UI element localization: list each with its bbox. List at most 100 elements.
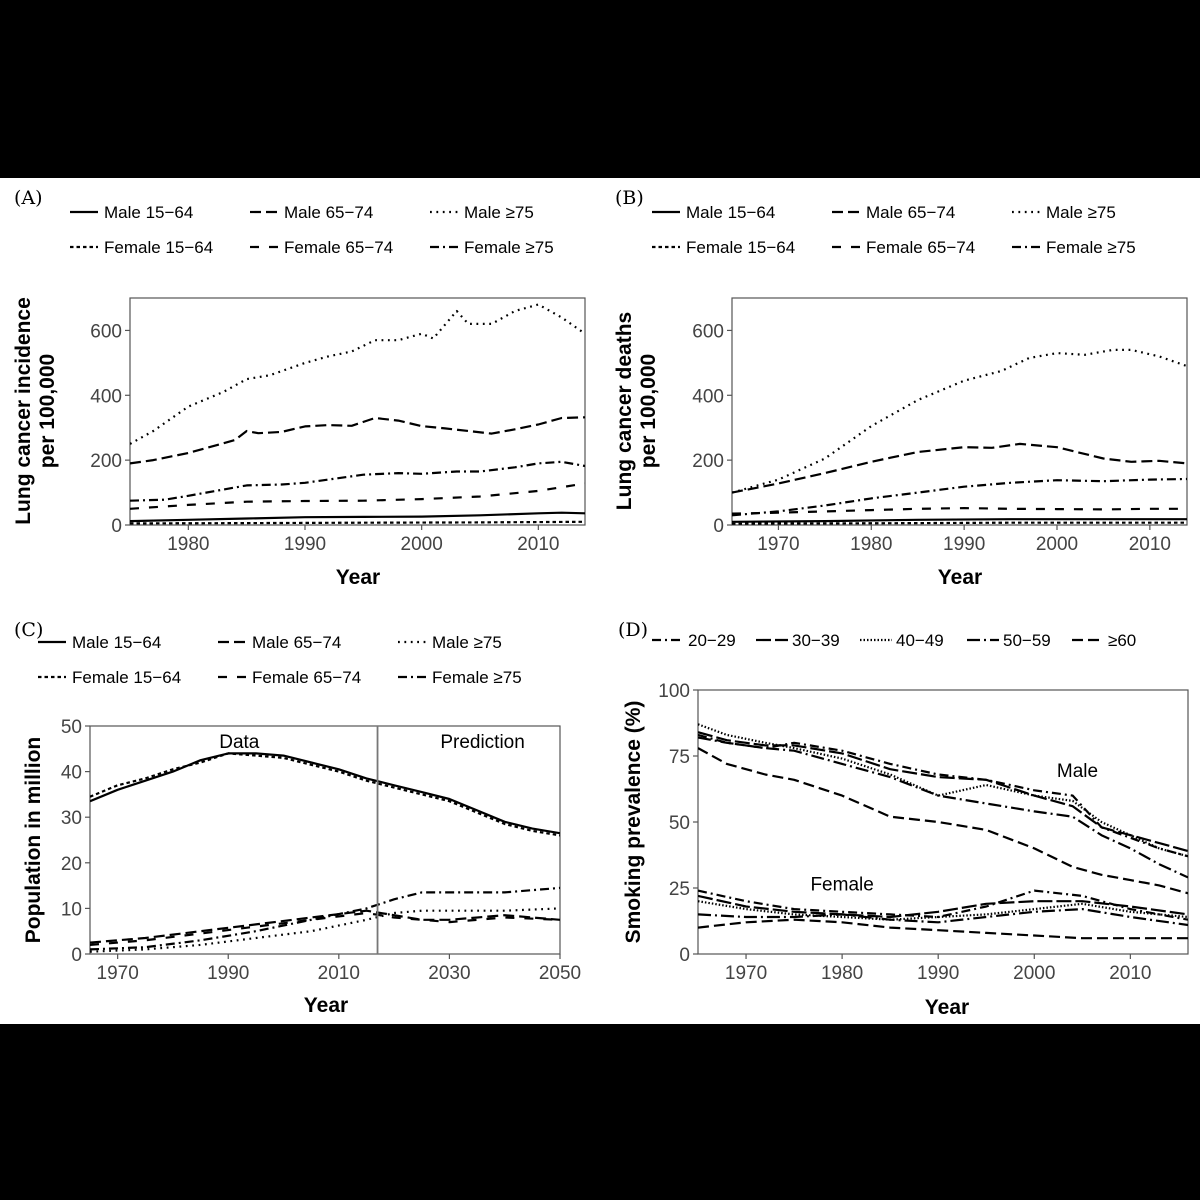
legend-item: Male 65−74: [832, 203, 955, 222]
y-tick-label: 200: [90, 451, 122, 472]
legend-item: Female ≥75: [398, 668, 522, 687]
legend-item: Male ≥75: [430, 203, 534, 222]
legend-label: Female 15−64: [72, 668, 181, 687]
figure-canvas: (A) Male 15−64 Male 65−74 Male ≥75 Female 15…: [0, 178, 1200, 1024]
series-line: [90, 752, 560, 835]
y-tick-label: 10: [61, 899, 82, 920]
plot-area: [89, 725, 561, 955]
x-tick-label: 1970: [725, 963, 767, 984]
legend-item: Female ≥75: [430, 238, 554, 257]
y-tick-label: 25: [669, 879, 690, 900]
legend-item: Male 65−74: [250, 203, 373, 222]
x-tick-label: 1990: [207, 963, 249, 984]
legend-label: Male 65−74: [284, 203, 373, 222]
x-tick-label: 1980: [821, 963, 863, 984]
x-tick-label: 2010: [1129, 534, 1171, 555]
y-axis-label: Population in million: [22, 737, 45, 943]
legend-item: Female 65−74: [832, 238, 975, 257]
legend-label: Male ≥75: [432, 633, 502, 652]
y-tick-label: 20: [61, 854, 82, 875]
x-tick-label: 2010: [318, 963, 360, 984]
y-tick-label: 75: [669, 747, 690, 768]
series-line: [698, 747, 1188, 895]
legend-item: Male 65−74: [218, 633, 341, 652]
x-tick-label: 1970: [757, 534, 799, 555]
x-tick-label: 2010: [517, 534, 559, 555]
legend-label: Female 15−64: [686, 238, 795, 257]
panel-label: (B): [615, 187, 644, 209]
legend-label: Male 65−74: [866, 203, 955, 222]
legend-label: Male ≥75: [1046, 203, 1116, 222]
y-tick-label: 0: [713, 516, 724, 537]
legend-item: Female 15−64: [38, 668, 181, 687]
x-axis-label: Year: [925, 996, 969, 1019]
series-line: [90, 886, 560, 951]
legend-item: Female 15−64: [652, 238, 795, 257]
x-tick-label: 1970: [97, 963, 139, 984]
panel-d: (D) 20−29 30−39 40−49 50−59 ≥60 1970 1980 1990 20…: [618, 619, 1189, 1019]
series-line: [698, 723, 1188, 858]
series-line: [130, 482, 585, 510]
series-line: [698, 894, 1188, 919]
legend-label: 50−59: [1003, 631, 1051, 650]
x-tick-label: 2000: [1013, 963, 1055, 984]
legend-item: Male 15−64: [38, 633, 161, 652]
y-tick-label: 0: [679, 945, 690, 966]
legend-item: Male ≥75: [398, 633, 502, 652]
x-tick-label: 1990: [284, 534, 326, 555]
series-line: [698, 889, 1188, 921]
legend-item: Female ≥75: [1012, 238, 1136, 257]
series-group: [90, 752, 560, 953]
legend-item: 40−49: [860, 631, 944, 650]
series-line: [90, 752, 560, 837]
series-line: [698, 736, 1188, 879]
series-line: [732, 518, 1187, 523]
x-tick-label: 1980: [850, 534, 892, 555]
y-tick-label: 100: [658, 681, 690, 702]
annotation-data: Data: [219, 732, 260, 753]
chart-svg: (A) Male 15−64 Male 65−74 Male ≥75 Female 15…: [12, 187, 1189, 1019]
legend-label: ≥60: [1108, 631, 1136, 650]
y-tick-label: 0: [111, 516, 122, 537]
annotation-male: Male: [1057, 761, 1098, 782]
legend-label: Female 65−74: [866, 238, 975, 257]
x-tick-label: 1990: [943, 534, 985, 555]
x-tick-label: 1980: [167, 534, 209, 555]
legend-item: Female 65−74: [218, 668, 361, 687]
y-tick-label: 30: [61, 808, 82, 829]
panel-label: (A): [14, 187, 43, 209]
legend-item: ≥60: [1072, 631, 1136, 650]
y-tick-label: 200: [692, 451, 724, 472]
legend-label: Female 65−74: [284, 238, 393, 257]
panel-a: (A) Male 15−64 Male 65−74 Male ≥75 Female 15…: [12, 187, 586, 589]
plot-area: [731, 297, 1188, 526]
x-axis-label: Year: [304, 994, 348, 1017]
legend-label: Male 15−64: [686, 203, 775, 222]
annotation-prediction: Prediction: [440, 732, 525, 753]
series-line: [732, 521, 1187, 525]
annotation-female: Female: [810, 875, 873, 896]
x-tick-label: 2000: [1036, 534, 1078, 555]
legend-label: Male 15−64: [104, 203, 193, 222]
series-group: [698, 723, 1188, 940]
x-tick-label: 1990: [917, 963, 959, 984]
series-line: [130, 511, 585, 523]
series-line: [130, 520, 585, 525]
legend-label: Male ≥75: [464, 203, 534, 222]
legend-item: Female 15−64: [70, 238, 213, 257]
series-group: [732, 348, 1187, 525]
x-axis-label: Year: [336, 566, 380, 589]
panel-label: (D): [618, 619, 648, 641]
series-line: [732, 507, 1187, 515]
series-line: [90, 909, 560, 944]
legend-item: Male ≥75: [1012, 203, 1116, 222]
legend-label: Male 65−74: [252, 633, 341, 652]
legend-label: Female ≥75: [464, 238, 554, 257]
series-line: [698, 907, 1188, 927]
y-tick-label: 50: [61, 717, 82, 738]
y-tick-label: 400: [90, 386, 122, 407]
panel-c: (C) Male 15−64 Male 65−74 Male ≥75 Female 15…: [14, 619, 581, 1017]
series-line: [698, 918, 1188, 940]
series-line: [130, 460, 585, 502]
y-tick-label: 50: [669, 813, 690, 834]
